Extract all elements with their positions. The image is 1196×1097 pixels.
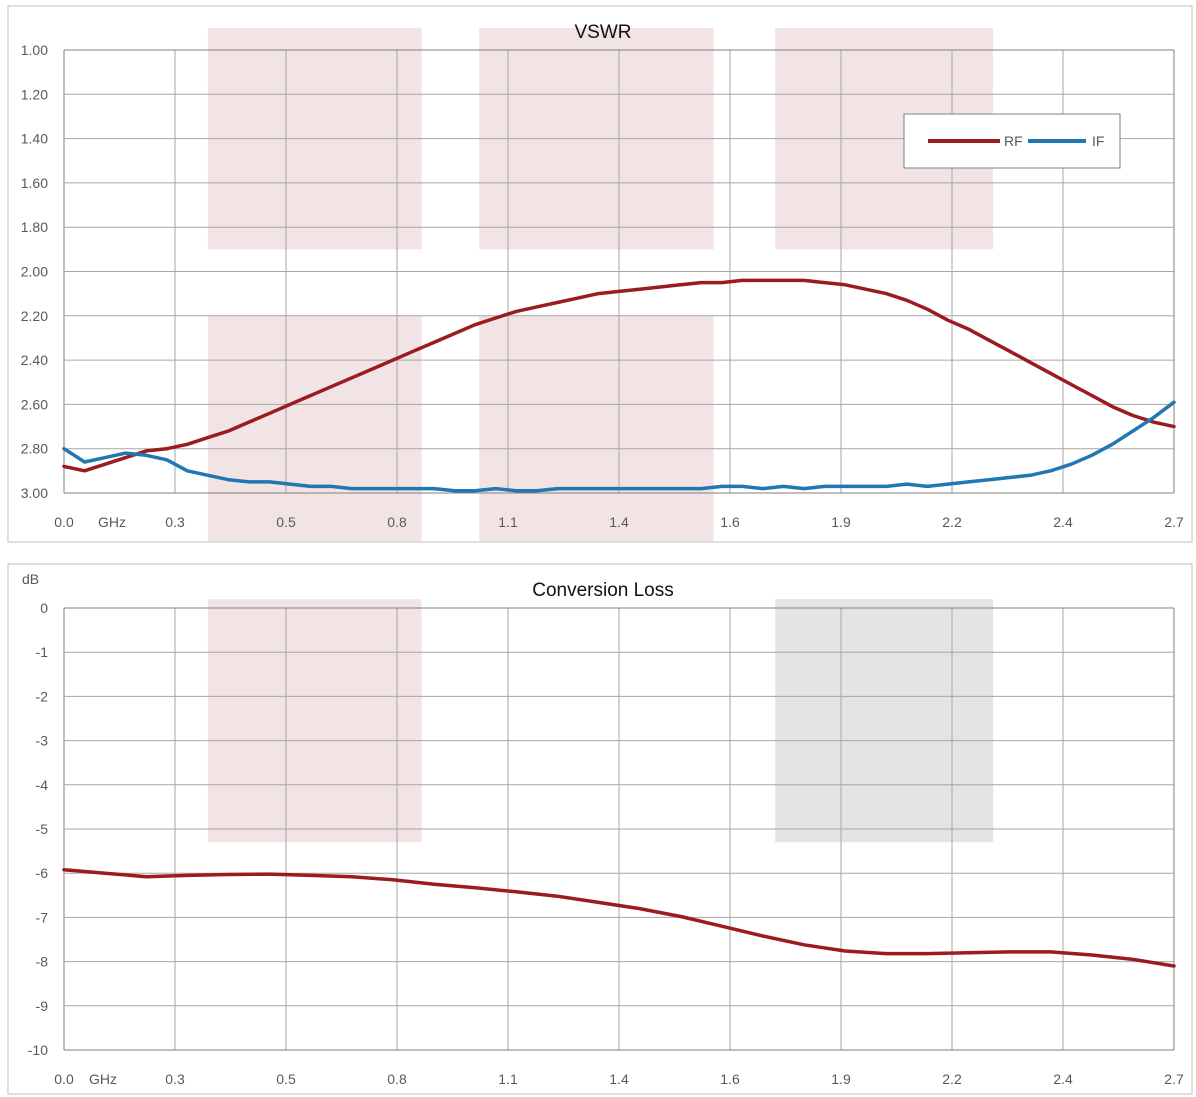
vswr-x-unit-label: GHz xyxy=(98,514,126,530)
shaded-region-1 xyxy=(775,599,994,843)
x-tick-label: 0.5 xyxy=(276,514,296,530)
x-tick-label: 2.2 xyxy=(942,514,962,530)
conversion-loss-chart-title: Conversion Loss xyxy=(532,580,674,601)
x-tick-label: 0.5 xyxy=(276,1071,296,1087)
y-tick-label: 2.60 xyxy=(21,396,48,412)
vswr-y-tick-labels: 1.00 1.20 1.40 1.60 1.80 2.00 2.20 2.40 2.60 2.80… xyxy=(21,42,48,501)
y-tick-label: -9 xyxy=(36,998,49,1014)
conversion-loss-x-unit-label: GHz xyxy=(89,1071,117,1087)
x-tick-label: 1.9 xyxy=(831,514,851,530)
vswr-x-tick-labels: 0.0 0.3 0.5 0.8 1.1 1.4 1.6 1.9 2.2 2.4 2.7 xyxy=(54,514,1184,530)
series-line-rf xyxy=(62,278,1176,473)
conversion-loss-x-tick-labels: 0.0 0.3 0.5 0.8 1.1 1.4 1.6 1.9 2.2 2.4 2.7 xyxy=(54,1071,1184,1087)
y-tick-label: 1.80 xyxy=(21,219,48,235)
conversion-loss-shaded-regions xyxy=(207,599,994,843)
conversion-loss-y-unit-label: dB xyxy=(22,571,39,587)
x-tick-label: 0.8 xyxy=(387,1071,407,1087)
y-tick-label: 2.80 xyxy=(21,441,48,457)
shaded-region-1 xyxy=(207,315,422,542)
x-tick-label: 2.4 xyxy=(1053,1071,1073,1087)
y-tick-label: -8 xyxy=(36,954,49,970)
shaded-region-3 xyxy=(479,315,714,542)
x-tick-label: 0.3 xyxy=(165,514,185,530)
y-tick-label: -5 xyxy=(36,821,49,837)
x-tick-label: 1.6 xyxy=(720,1071,740,1087)
x-tick-label: 0.0 xyxy=(54,514,74,530)
x-tick-label: 1.1 xyxy=(498,1071,518,1087)
conversion-loss-chart-panel: 0 -1 -2 -3 -4 -5 -6 -7 -8 -9 -10 0.0 0.3 0.5 0.8 1.1 1.… xyxy=(7,563,1193,1095)
y-tick-label: -2 xyxy=(36,688,49,704)
vswr-grid xyxy=(63,49,1175,494)
x-tick-label: 1.9 xyxy=(831,1071,851,1087)
y-tick-label: -4 xyxy=(36,777,49,793)
legend-rf-label: RF xyxy=(1004,133,1023,149)
x-tick-label: 2.4 xyxy=(1053,514,1073,530)
y-tick-label: 2.40 xyxy=(21,352,48,368)
x-tick-label: 1.4 xyxy=(609,514,629,530)
y-tick-label: 1.20 xyxy=(21,86,48,102)
vswr-legend: RF IF xyxy=(903,113,1121,169)
conversion-loss-series xyxy=(62,867,1176,968)
x-tick-label: 1.6 xyxy=(720,514,740,530)
x-tick-label: 1.1 xyxy=(498,514,518,530)
y-tick-label: -10 xyxy=(28,1042,48,1058)
y-tick-label: -1 xyxy=(36,644,49,660)
shaded-region-0 xyxy=(207,599,422,843)
y-tick-label: 1.40 xyxy=(21,131,48,147)
conversion-loss-y-tick-labels: 0 -1 -2 -3 -4 -5 -6 -7 -8 -9 -10 xyxy=(28,600,48,1058)
y-tick-label: -6 xyxy=(36,865,49,881)
x-tick-label: 1.4 xyxy=(609,1071,629,1087)
x-tick-label: 0.8 xyxy=(387,514,407,530)
vswr-chart-panel: 1.00 1.20 1.40 1.60 1.80 2.00 2.20 2.40 2.60 2.80… xyxy=(7,5,1193,543)
y-tick-label: -7 xyxy=(36,909,49,925)
legend-if-label: IF xyxy=(1092,133,1104,149)
x-tick-label: 0.3 xyxy=(165,1071,185,1087)
y-tick-label: 2.20 xyxy=(21,308,48,324)
vswr-chart-title: VSWR xyxy=(575,22,632,43)
y-tick-label: 3.00 xyxy=(21,485,48,501)
x-tick-label: 0.0 xyxy=(54,1071,74,1087)
vswr-series xyxy=(62,278,1176,493)
y-tick-label: 1.00 xyxy=(21,42,48,58)
y-tick-label: 0 xyxy=(40,600,48,616)
y-tick-label: 1.60 xyxy=(21,175,48,191)
series-line-loss xyxy=(62,867,1176,968)
x-tick-label: 2.7 xyxy=(1164,514,1184,530)
y-tick-label: -3 xyxy=(36,733,49,749)
x-tick-label: 2.2 xyxy=(942,1071,962,1087)
series-line-if xyxy=(62,400,1176,493)
x-tick-label: 2.7 xyxy=(1164,1071,1184,1087)
conversion-loss-grid xyxy=(63,607,1175,1051)
y-tick-label: 2.00 xyxy=(21,264,48,280)
